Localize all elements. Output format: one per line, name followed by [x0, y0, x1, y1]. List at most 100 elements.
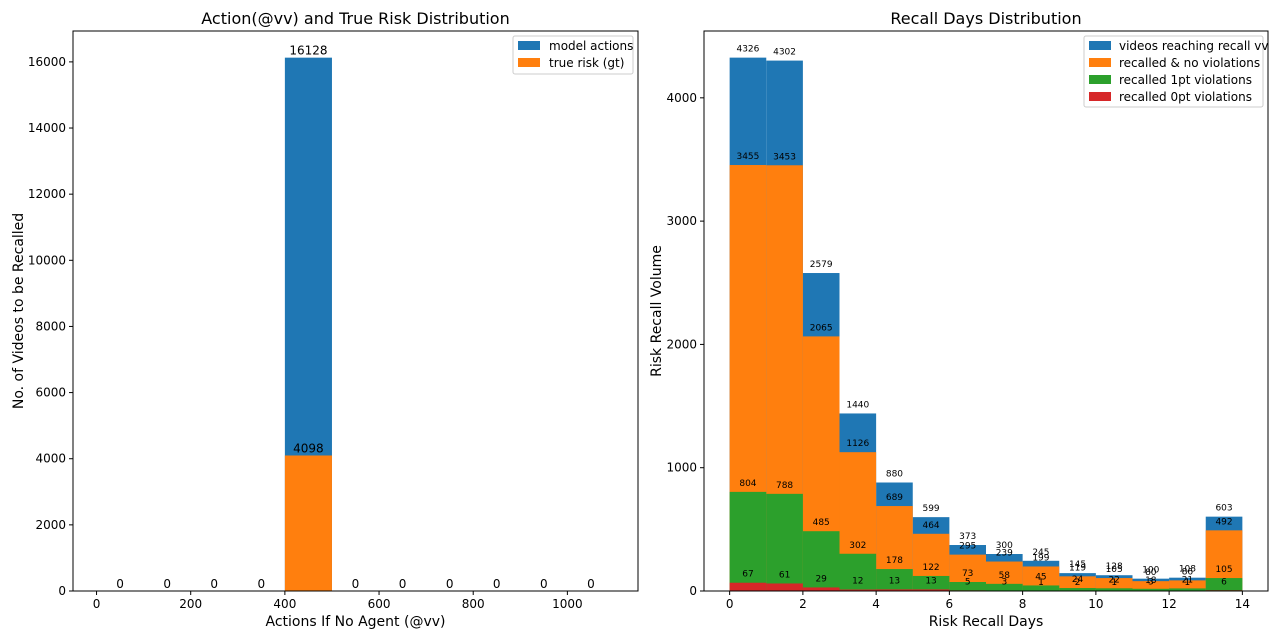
data-label: 61 [779, 570, 790, 580]
data-label: 464 [922, 521, 939, 531]
bar-recalled-1pt-violations-13 [1205, 578, 1243, 591]
bar-recalled-1pt-violations-9 [1059, 588, 1096, 591]
chart-recall-days-distribution: Recall Days Distribution 4326 43022579144… [649, 9, 1269, 630]
data-label: 12 [852, 577, 863, 587]
data-label: 1 [1038, 578, 1044, 588]
x-tick-label: 600 [368, 597, 391, 611]
bar-recalled-1pt-violations-11 [1132, 588, 1170, 591]
legend: model actions true risk (gt) [512, 35, 634, 75]
data-label: 4098 [293, 441, 324, 455]
y-tick-label: 10000 [28, 253, 66, 267]
data-label: 880 [886, 470, 903, 480]
data-label: 0 [446, 577, 454, 591]
data-label: 0 [493, 577, 501, 591]
data-label: 24 [1072, 575, 1084, 585]
data-label: 80 [1145, 568, 1157, 578]
data-label: 199 [1032, 553, 1049, 563]
x-tick-label: 6 [946, 597, 954, 611]
data-label: 1 [1111, 578, 1117, 588]
y-tick-label: 6000 [35, 386, 66, 400]
data-label: 2065 [810, 323, 833, 333]
y-tick-label: 2000 [35, 518, 66, 532]
bar-recalled-0pt-violations-5 [912, 589, 950, 591]
bar-recalled-0pt-violations-4 [876, 589, 913, 591]
bar-recalled-no-violations-10 [1095, 578, 1133, 591]
legend-swatch-recalled-0pt [1089, 92, 1111, 101]
data-label: 300 [996, 541, 1013, 551]
x-tick-label: 400 [273, 597, 296, 611]
bar-recalled-0pt-violations-3 [839, 589, 877, 591]
x-tick-label: 4 [872, 597, 880, 611]
data-label: 4302 [773, 48, 796, 58]
x-tick-label: 0 [726, 597, 734, 611]
data-label: 0 [352, 577, 360, 591]
x-axis-label: Risk Recall Days [929, 614, 1044, 630]
x-tick-label: 800 [462, 597, 485, 611]
bar-recalled-1pt-violations-2 [802, 531, 840, 591]
y-tick-label: 1000 [666, 461, 697, 475]
chart-action-distribution: Action(@vv) and True Risk Distribution 0… [11, 9, 639, 630]
bar-recalled-1pt-violations-7 [986, 583, 1023, 591]
y-tick-label: 0 [689, 584, 697, 598]
data-label: 0 [587, 577, 595, 591]
data-label: 119 [1069, 563, 1086, 573]
data-label: 0 [540, 577, 548, 591]
bar-recalled-0pt-violations-2 [802, 587, 840, 591]
legend-swatch-videos-reaching-recall [1089, 41, 1111, 50]
x-tick-label: 0 [93, 597, 101, 611]
data-label: 492 [1215, 517, 1232, 527]
data-label: 105 [1215, 565, 1232, 575]
data-label: 145 [1069, 560, 1086, 570]
data-label: 1126 [846, 439, 869, 449]
data-label: 29 [815, 574, 827, 584]
legend-label-model-actions: model actions [549, 39, 633, 53]
y-tick-label: 3000 [666, 214, 697, 228]
y-tick-label: 14000 [28, 121, 66, 135]
x-tick-label: 8 [1019, 597, 1027, 611]
x-tick-label: 2 [799, 597, 807, 611]
data-label: 239 [996, 549, 1013, 559]
legend-box [1083, 35, 1264, 108]
y-tick-label: 8000 [35, 319, 66, 333]
legend-swatch-true-risk [518, 58, 540, 67]
legend-label-videos-reaching-recall: videos reaching recall vv [1119, 39, 1269, 53]
plot-frame [703, 30, 1269, 592]
data-label: 86 [1182, 567, 1194, 577]
x-tick-label: 1000 [552, 597, 583, 611]
bar-recalled-1pt-violations-1 [766, 493, 803, 591]
data-label: 5 [965, 577, 971, 587]
data-label: 0 [116, 577, 124, 591]
y-tick-label: 4000 [35, 452, 66, 466]
data-label: 21 [1182, 575, 1193, 585]
data-label: 67 [742, 570, 753, 580]
data-label: 0 [163, 577, 171, 591]
bar-recalled-1pt-violations-10 [1095, 588, 1133, 591]
y-tick-label: 12000 [28, 187, 66, 201]
legend-label-recalled-0pt: recalled 0pt violations [1119, 90, 1252, 104]
data-label: 2579 [810, 260, 833, 270]
chart-title: Action(@vv) and True Risk Distribution [201, 9, 509, 28]
bar-recalled-0pt-violations-0 [729, 582, 767, 591]
x-axis-label: Actions If No Agent (@vv) [266, 614, 446, 630]
data-label: 13 [925, 576, 936, 586]
y-tick-label: 4000 [666, 91, 697, 105]
bar-recalled-1pt-violations-5 [912, 575, 950, 591]
data-label: 18 [1145, 576, 1157, 586]
data-label: 4326 [736, 45, 759, 55]
x-tick-label: 12 [1161, 597, 1176, 611]
data-label: 100 [1142, 566, 1159, 576]
data-label: 804 [739, 479, 756, 489]
data-label: 0 [210, 577, 218, 591]
data-label: 1 [1185, 578, 1191, 588]
data-label: 3453 [773, 152, 796, 162]
legend-swatch-model-actions [518, 41, 540, 50]
bar-recalled-no-violations-12 [1169, 580, 1206, 591]
data-label: 245 [1032, 548, 1049, 558]
bar-recalled-1pt-violations-3 [839, 553, 877, 591]
data-label: 108 [1179, 565, 1196, 575]
data-label: 485 [813, 518, 830, 528]
data-label: 1440 [846, 400, 869, 410]
y-tick-label: 16000 [28, 55, 66, 69]
x-tick-label: 14 [1235, 597, 1250, 611]
